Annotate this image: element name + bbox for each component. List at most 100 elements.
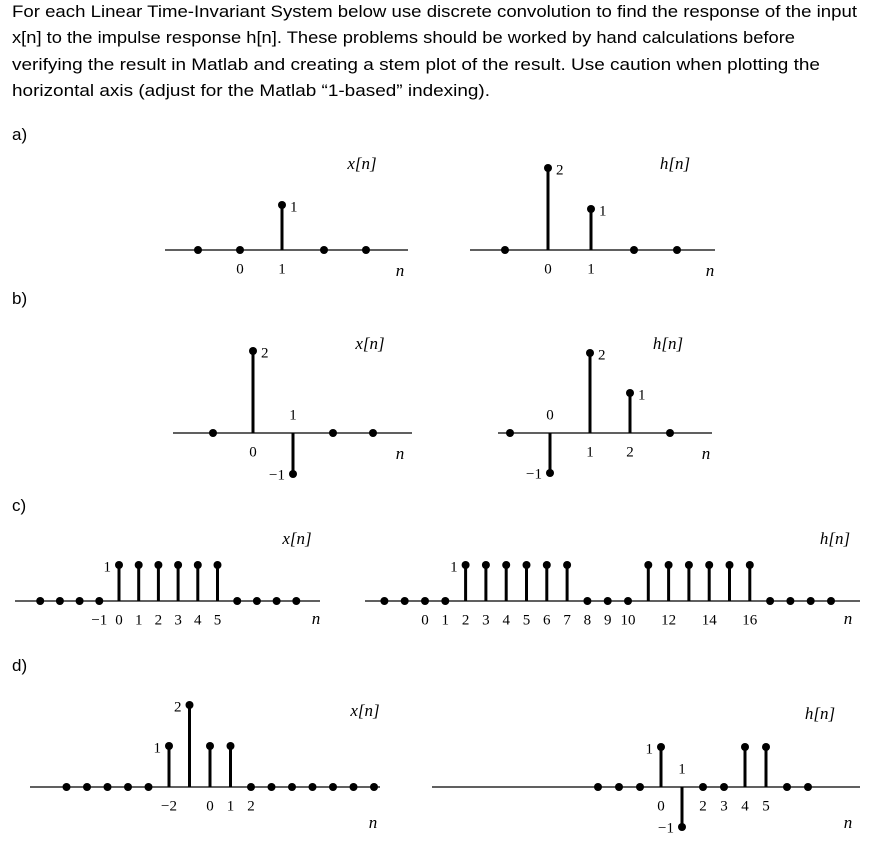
value-label: 1 <box>638 387 646 403</box>
sample-dot <box>369 429 377 437</box>
tick-label: 12 <box>661 612 676 628</box>
tick-label: 5 <box>214 612 222 628</box>
sample-dot <box>213 561 222 569</box>
sample-dot <box>705 561 714 569</box>
sample-dot <box>278 201 286 209</box>
problem-label: c) <box>12 496 26 515</box>
sample-dot <box>827 597 835 605</box>
sample-dot <box>699 783 707 791</box>
axis-label: n <box>844 609 853 628</box>
sample-dot <box>124 783 132 791</box>
tick-label: 0 <box>249 444 257 460</box>
tick-label: 2 <box>247 798 255 814</box>
intro-line: For each Linear Time-Invariant System be… <box>12 2 857 21</box>
tick-label: 1 <box>227 798 235 814</box>
sample-dot <box>501 246 509 254</box>
tick-label: 2 <box>699 798 707 814</box>
tick-label: 0 <box>115 612 123 628</box>
sample-dot <box>636 783 644 791</box>
sample-dot <box>103 783 112 791</box>
tick-label: 1 <box>587 261 595 277</box>
value-label: 1 <box>599 203 607 219</box>
problem-label: b) <box>12 289 27 308</box>
sample-dot <box>563 561 572 569</box>
plot-title: h[n] <box>653 334 683 353</box>
sample-dot <box>165 742 173 750</box>
sample-dot <box>603 597 612 605</box>
tick-label: 8 <box>584 612 592 628</box>
tick-label: 14 <box>702 612 718 628</box>
sample-dot <box>115 561 123 569</box>
sample-dot <box>154 561 163 569</box>
value-label: 2 <box>174 699 182 715</box>
sample-dot <box>594 783 602 791</box>
value-label: 2 <box>598 347 606 363</box>
sample-dot <box>583 597 592 605</box>
sample-dot <box>380 597 389 605</box>
tick-label: 16 <box>742 612 758 628</box>
sample-dot <box>289 470 297 478</box>
sample-dot <box>308 783 317 791</box>
sample-dot <box>586 349 594 357</box>
sample-dot <box>362 246 370 254</box>
sample-dot <box>193 561 202 569</box>
tick-label: 0 <box>236 261 244 277</box>
sample-dot <box>95 597 104 605</box>
sample-dot <box>55 597 64 605</box>
sample-dot <box>587 205 595 213</box>
sample-dot <box>134 561 143 569</box>
sample-dot <box>272 597 281 605</box>
sample-dot <box>522 561 531 569</box>
sample-dot <box>329 429 337 437</box>
tick-label: 1 <box>135 612 143 628</box>
plot-title: h[n] <box>805 704 835 723</box>
sample-dot <box>745 561 754 569</box>
axis-label: n <box>369 813 378 832</box>
sample-dot <box>720 783 728 791</box>
sample-dot <box>400 597 409 605</box>
plot-title: x[n] <box>349 701 379 720</box>
sample-dot <box>644 561 653 569</box>
problem-label: d) <box>12 656 27 675</box>
tick-label: −2 <box>161 798 177 814</box>
sample-dot <box>194 246 202 254</box>
sample-dot <box>292 597 301 605</box>
sample-dot <box>786 597 795 605</box>
tick-label: 6 <box>543 612 551 628</box>
sample-dot <box>806 597 815 605</box>
sample-dot <box>329 783 337 791</box>
sample-dot <box>441 597 450 605</box>
plot-title: h[n] <box>660 154 690 173</box>
axis-label: n <box>844 813 853 832</box>
sample-dot <box>673 246 681 254</box>
tick-label: 5 <box>762 798 770 814</box>
tick-label: 1 <box>289 407 297 423</box>
sample-dot <box>725 561 734 569</box>
sample-dot <box>630 246 638 254</box>
tick-label: 1 <box>442 612 450 628</box>
axis-label: n <box>312 609 321 628</box>
problem-label: a) <box>12 125 27 144</box>
value-label: 2 <box>556 162 564 178</box>
tick-label: 2 <box>626 444 634 460</box>
plot-title: x[n] <box>346 154 376 173</box>
value-label: −1 <box>269 467 285 483</box>
value-label: −1 <box>526 466 542 482</box>
sample-dot <box>506 429 514 437</box>
sample-dot <box>666 429 674 437</box>
axis-label: n <box>702 444 711 463</box>
intro-line: horizontal axis (adjust for the Matlab “… <box>12 81 490 100</box>
tick-label: 9 <box>604 612 612 628</box>
sample-dot <box>236 246 244 254</box>
tick-label: 2 <box>462 612 470 628</box>
sample-dot <box>678 823 686 831</box>
tick-label: 0 <box>544 261 552 277</box>
sample-dot <box>461 561 470 569</box>
sample-dot <box>75 597 84 605</box>
sample-dot <box>36 597 45 605</box>
plot-title: x[n] <box>281 529 311 548</box>
tick-label: 10 <box>621 612 636 628</box>
intro-line: x[n] to the impulse response h[n]. These… <box>12 28 795 47</box>
value-label: 1 <box>646 741 654 757</box>
